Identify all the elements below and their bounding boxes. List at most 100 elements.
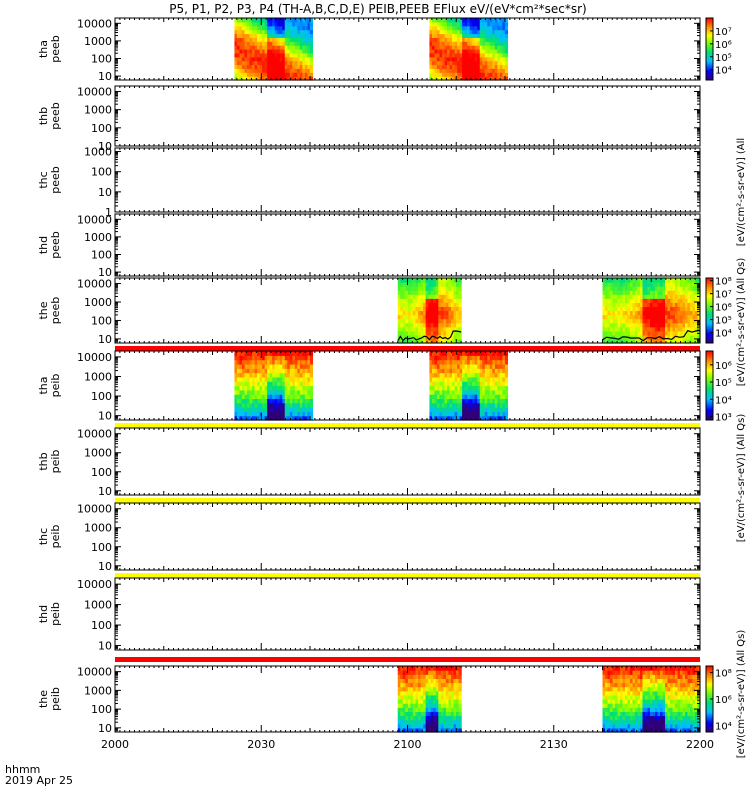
heatmap-cell: [685, 282, 689, 287]
heatmap-cell: [428, 282, 432, 287]
heatmap-cell: [467, 363, 471, 369]
heatmap-cell: [297, 398, 301, 404]
heatmap-cell: [672, 282, 676, 287]
heatmap-cell: [247, 394, 251, 400]
heatmap-cell: [407, 294, 412, 299]
heatmap-cell: [489, 389, 493, 395]
heatmap-cell: [692, 290, 696, 295]
heatmap-cell: [492, 76, 496, 81]
heatmap-cell: [462, 33, 466, 38]
heatmap-cell: [620, 298, 624, 303]
heatmap-cell: [304, 359, 309, 365]
heatmap-cell: [474, 351, 478, 356]
heatmap-cell: [602, 286, 606, 291]
heatmap-cell: [257, 376, 261, 382]
heatmap-cell: [690, 334, 694, 340]
heatmap-cell: [287, 389, 291, 395]
heatmap-cell: [605, 294, 609, 299]
heatmap-cell: [429, 29, 433, 35]
y-tick-label: 10: [98, 140, 112, 153]
heatmap-cell: [640, 318, 644, 324]
heatmap-cell: [400, 278, 404, 283]
heatmap-cell: [274, 33, 278, 38]
heatmap-cell: [607, 310, 611, 316]
heatmap-cell: [464, 351, 468, 356]
heatmap-cell: [431, 68, 436, 73]
heatmap-cell: [262, 33, 266, 38]
heatmap-cell: [405, 306, 409, 312]
heatmap-cell: [497, 18, 501, 23]
heatmap-cell: [440, 306, 444, 312]
heatmap-cell: [692, 294, 696, 299]
heatmap-cell: [289, 381, 293, 387]
heatmap-cell: [299, 60, 303, 66]
y-axis-label-probe: thb: [37, 107, 50, 125]
heatmap-cell: [241, 76, 246, 81]
heatmap-cell: [695, 310, 699, 316]
heatmap-cell: [484, 407, 488, 412]
heatmap-cell: [477, 29, 481, 35]
heatmap-cell: [252, 64, 256, 69]
heatmap-cell: [257, 372, 261, 378]
heatmap-cell: [472, 415, 476, 421]
heatmap-cell: [254, 56, 258, 62]
heatmap-cell: [482, 402, 486, 408]
heatmap-cell: [309, 25, 314, 31]
heatmap-cell: [249, 21, 253, 27]
heatmap-cell: [482, 411, 486, 417]
heatmap-cell: [289, 372, 293, 378]
heatmap-cell: [244, 411, 248, 417]
heatmap-cell: [430, 330, 434, 336]
heatmap-cell: [499, 402, 504, 408]
heatmap-cell: [627, 326, 631, 332]
heatmap-cell: [452, 368, 456, 374]
heatmap-cell: [434, 29, 438, 35]
heatmap-cell: [467, 64, 471, 69]
heatmap-cell: [472, 68, 476, 73]
heatmap-cell: [620, 302, 624, 308]
heatmap-cell: [438, 282, 442, 287]
heatmap-cell: [499, 25, 504, 31]
heatmap-cell: [247, 76, 251, 81]
heatmap-cell: [670, 310, 674, 316]
heatmap-cell: [241, 18, 246, 23]
heatmap-cell: [257, 72, 261, 77]
heatmap-cell: [645, 306, 649, 312]
heatmap-cell: [502, 351, 506, 356]
heatmap-cell: [247, 18, 251, 23]
heatmap-cell: [430, 322, 434, 328]
heatmap-cell: [665, 290, 669, 295]
heatmap-cell: [502, 359, 506, 365]
heatmap-cell: [442, 411, 446, 417]
heatmap-cell: [433, 290, 437, 295]
heatmap-cell: [294, 64, 298, 69]
heatmap-cell: [484, 45, 488, 50]
heatmap-cell: [472, 381, 476, 387]
heatmap-cell: [274, 52, 278, 58]
heatmap-cell: [497, 68, 501, 73]
heatmap-cell: [440, 290, 444, 295]
heatmap-cell: [449, 21, 453, 27]
heatmap-cell: [299, 45, 303, 50]
heatmap-cell: [297, 372, 301, 378]
heatmap-cell: [234, 33, 238, 38]
heatmap-cell: [244, 389, 248, 395]
heatmap-cell: [267, 18, 271, 23]
heatmap-cell: [675, 338, 679, 344]
heatmap-cell: [431, 37, 436, 42]
heatmap-cell: [436, 359, 441, 365]
heatmap-cell: [456, 338, 460, 344]
heatmap-cell: [304, 372, 309, 378]
heatmap-cell: [642, 330, 646, 336]
heatmap-cell: [423, 302, 427, 308]
heatmap-cell: [434, 368, 438, 374]
heatmap-cell: [477, 64, 481, 69]
heatmap-cell: [489, 372, 493, 378]
heatmap-cell: [602, 298, 606, 303]
heatmap-cell: [269, 52, 273, 58]
heatmap-cell: [412, 326, 417, 332]
heatmap-cell: [241, 398, 246, 404]
heatmap-cell: [254, 21, 258, 27]
heatmap-cell: [452, 29, 456, 35]
heatmap-cell: [302, 411, 306, 417]
